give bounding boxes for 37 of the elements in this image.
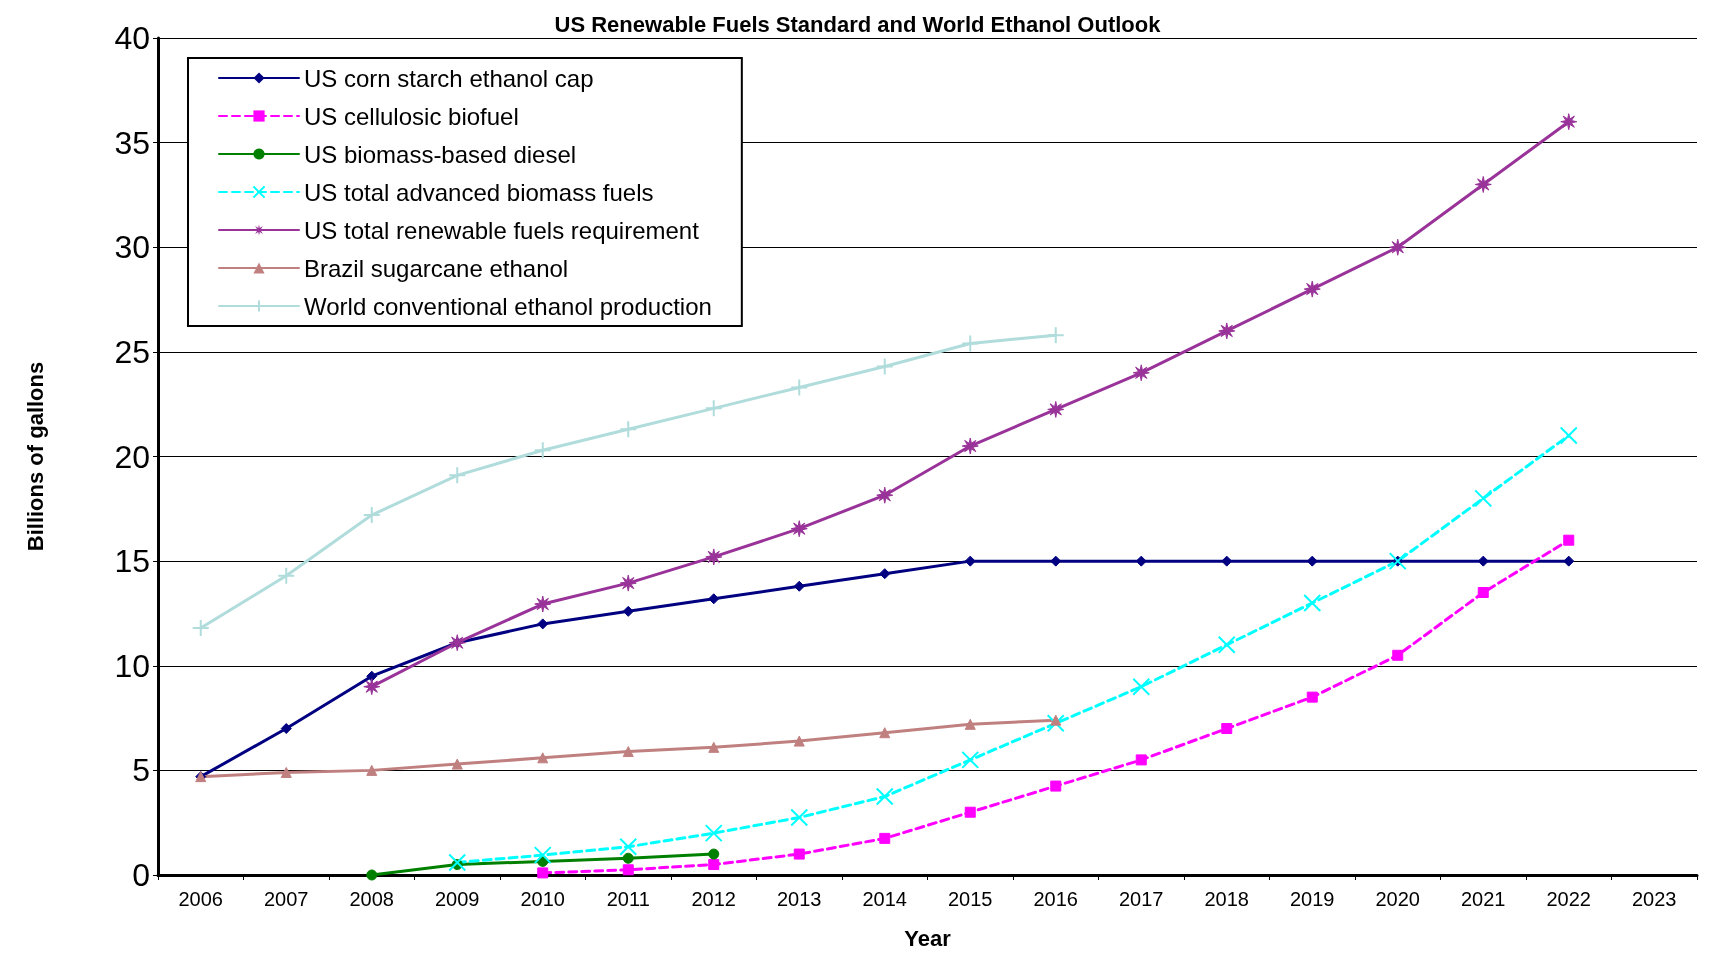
y-tick-label: 15 <box>114 543 150 580</box>
y-tick-label: 30 <box>114 229 150 266</box>
y-tick-label: 35 <box>114 124 150 161</box>
x-tick-label: 2013 <box>777 888 822 910</box>
legend-label: US cellulosic biofuel <box>304 102 519 130</box>
legend-label: Brazil sugarcane ethanol <box>304 254 569 282</box>
x-axis-title: Year <box>904 925 952 951</box>
x-tick-label: 2014 <box>862 888 907 910</box>
x-tick-label: 2015 <box>948 888 993 910</box>
x-tick-label: 2020 <box>1375 888 1420 910</box>
x-tick-label: 2012 <box>691 888 736 910</box>
y-axis-title: Billions of gallons <box>22 361 48 552</box>
legend-label: US corn starch ethanol cap <box>304 64 594 92</box>
y-tick-label: 0 <box>132 857 150 893</box>
x-tick-label: 2016 <box>1033 888 1078 910</box>
x-tick-label: 2009 <box>435 888 480 910</box>
y-tick-label: 25 <box>114 333 150 370</box>
x-tick-label: 2019 <box>1290 888 1335 910</box>
x-tick-label: 2018 <box>1204 888 1249 910</box>
x-tick-label: 2023 <box>1632 888 1677 910</box>
y-tick-label: 5 <box>132 752 150 789</box>
x-tick-label: 2021 <box>1461 888 1506 910</box>
x-tick-label: 2007 <box>264 888 309 910</box>
chart-title: US Renewable Fuels Standard and World Ethanol Outlook <box>554 11 1162 37</box>
legend-label: World conventional ethanol production <box>304 292 712 320</box>
x-tick-label: 2011 <box>606 888 650 910</box>
y-tick-label: 20 <box>114 438 150 475</box>
y-tick-label: 10 <box>114 647 150 684</box>
x-tick-label: 2017 <box>1119 888 1164 910</box>
legend-label: US total advanced biomass fuels <box>304 178 654 206</box>
x-tick-label: 2008 <box>349 888 394 910</box>
x-tick-label: 2022 <box>1546 888 1591 910</box>
x-tick-label: 2006 <box>178 888 223 910</box>
y-tick-label: 40 <box>114 20 150 56</box>
legend-label: US biomass-based diesel <box>304 140 577 168</box>
legend-label: US total renewable fuels requirement <box>304 216 700 244</box>
x-tick-label: 2010 <box>520 888 565 910</box>
